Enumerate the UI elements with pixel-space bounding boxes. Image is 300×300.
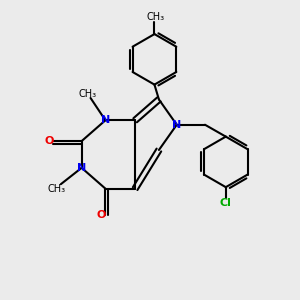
Text: CH₃: CH₃ [147, 12, 165, 22]
Text: N: N [101, 115, 110, 125]
Text: Cl: Cl [220, 198, 232, 208]
Text: CH₃: CH₃ [47, 184, 65, 194]
Text: CH₃: CH₃ [79, 89, 97, 99]
Text: O: O [96, 210, 106, 220]
Text: N: N [77, 163, 86, 173]
Text: O: O [44, 136, 54, 146]
Text: N: N [172, 120, 182, 130]
